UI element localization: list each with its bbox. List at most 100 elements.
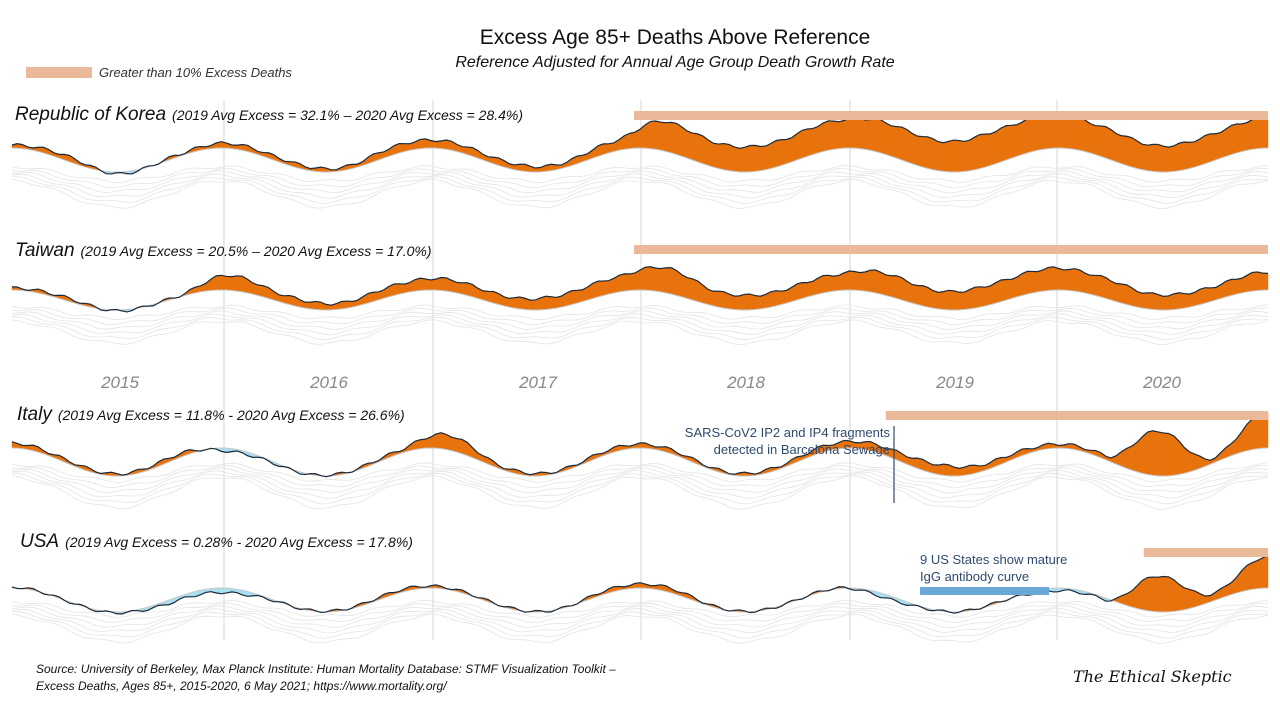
excess-area	[953, 290, 960, 311]
excess-area	[1027, 116, 1033, 154]
excess-area	[629, 272, 636, 291]
excess-area	[896, 275, 902, 301]
excess-area	[399, 283, 405, 295]
excess-area	[896, 126, 902, 161]
observed-deaths-line	[11, 412, 1269, 478]
excess-area	[817, 122, 824, 154]
excess-area	[1147, 576, 1154, 612]
reference-cohort-line	[11, 472, 1269, 505]
excess-area	[833, 120, 840, 150]
excess-area	[1262, 117, 1269, 149]
excess-area	[1000, 125, 1007, 163]
excess-area	[901, 126, 908, 163]
excess-area	[1204, 287, 1211, 304]
excess-area	[875, 118, 881, 154]
year-label: 2018	[727, 373, 765, 392]
excess-area	[943, 290, 950, 311]
excess-area	[875, 269, 881, 295]
excess-area	[1136, 291, 1143, 309]
excess-area	[713, 290, 719, 308]
excess-area	[692, 132, 698, 163]
excess-area	[760, 294, 766, 310]
excess-area	[456, 282, 463, 295]
brand-signature: The Ethical Skeptic	[1073, 667, 1232, 686]
excess-area	[938, 463, 944, 476]
annotation-line: SARS-CoV2 IP2 and IP4 fragments	[684, 425, 890, 440]
excess-area	[231, 275, 238, 292]
excess-area	[1252, 116, 1258, 150]
excess-area	[1142, 577, 1148, 611]
excess-area	[686, 130, 693, 161]
panel-stats: (2019 Avg Excess = 0.28% - 2020 Avg Exce…	[65, 534, 413, 550]
excess-area	[236, 275, 243, 293]
excess-area	[828, 120, 834, 151]
excess-area	[1163, 145, 1169, 173]
excess-area	[822, 275, 829, 294]
excess-area	[911, 284, 918, 305]
excess-area	[1027, 271, 1033, 295]
excess-area	[430, 278, 437, 291]
excess-area	[796, 129, 803, 161]
excess-area	[1042, 115, 1049, 150]
chart-title: Excess Age 85+ Deaths Above Reference	[479, 26, 871, 49]
excess-area	[702, 135, 709, 166]
excess-area	[1215, 132, 1222, 161]
excess-area	[1084, 272, 1091, 295]
excess-area	[603, 280, 609, 296]
excess-area	[1194, 138, 1201, 168]
excess-area	[922, 285, 929, 308]
excess-area	[1189, 589, 1195, 609]
excess-area	[754, 145, 761, 172]
excess-area	[1021, 271, 1028, 296]
excess-area	[1236, 277, 1243, 295]
excess-area	[890, 125, 897, 159]
excess-area	[1157, 431, 1164, 477]
excess-area	[979, 286, 986, 308]
excess-area	[1189, 141, 1195, 169]
excess-area	[671, 122, 677, 155]
excess-area	[1147, 292, 1154, 310]
excess-area	[1042, 267, 1049, 292]
excess-area	[550, 296, 557, 310]
excess-highlight-bar	[885, 411, 1268, 420]
excess-area	[529, 299, 536, 311]
excess-area	[990, 131, 997, 166]
excess-area	[514, 296, 520, 310]
excess-area	[655, 267, 662, 293]
excess-area	[1189, 451, 1195, 473]
observed-deaths-line	[11, 266, 1269, 313]
excess-area	[801, 128, 808, 159]
excess-area	[890, 275, 897, 299]
excess-area	[953, 139, 960, 173]
reference-cohort-line	[11, 469, 1269, 499]
annotation-line: IgG antibody curve	[920, 569, 1030, 584]
year-label: 2016	[310, 373, 348, 392]
excess-area	[707, 289, 714, 307]
excess-area	[739, 147, 745, 173]
excess-area	[451, 436, 458, 453]
excess-area	[822, 120, 829, 152]
excess-area	[964, 139, 970, 172]
excess-area	[969, 286, 976, 310]
excess-area	[733, 146, 740, 173]
excess-area	[938, 291, 944, 310]
excess-area	[1147, 144, 1154, 172]
excess-area	[880, 271, 887, 296]
excess-area	[1168, 145, 1175, 173]
excess-area	[1011, 124, 1018, 159]
excess-area	[1115, 283, 1122, 304]
excess-area	[1252, 560, 1258, 590]
observed-deaths-line	[11, 554, 1269, 615]
excess-area	[1047, 266, 1054, 291]
excess-area	[1225, 279, 1232, 298]
reference-line	[11, 447, 1269, 477]
country-name: Italy	[17, 404, 52, 425]
excess-area	[713, 142, 719, 169]
excess-area	[843, 117, 850, 149]
excess-area	[1252, 416, 1258, 450]
excess-area	[958, 291, 965, 311]
reference-cohort-line	[11, 605, 1269, 629]
excess-area	[1063, 269, 1070, 291]
excess-area	[1257, 415, 1264, 449]
excess-area	[1231, 123, 1237, 155]
